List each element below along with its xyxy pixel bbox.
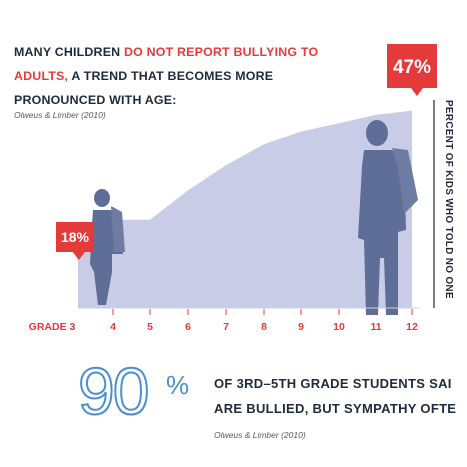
- stat-citation: Olweus & Limber (2010): [214, 430, 306, 440]
- x-tick-label: 5: [147, 321, 153, 333]
- stat-90-number: 90: [77, 354, 150, 428]
- top-citation: Olweus & Limber (2010): [14, 110, 106, 120]
- x-tick-label: 9: [298, 321, 304, 333]
- x-tick-label: 8: [261, 321, 267, 333]
- x-tick-label: 4: [110, 321, 116, 333]
- headline: MANY CHILDREN DO NOT REPORT BULLYING TO …: [14, 40, 344, 112]
- x-tick-label: 10: [333, 321, 345, 333]
- child-silhouette-small: [90, 189, 125, 305]
- callout-end: 47%: [387, 44, 437, 96]
- callout-start: 18%: [56, 222, 94, 260]
- x-tick-label: 6: [185, 321, 191, 333]
- teen-silhouette-large: [358, 120, 418, 315]
- stat-percent-sign: %: [166, 370, 190, 400]
- headline-highlight: DO NOT REPORT BULLYING TO ADULTS,: [14, 45, 319, 83]
- area-layer: [78, 110, 412, 308]
- x-tick-label: 7: [223, 321, 229, 333]
- stat-line-2: ARE BULLIED, BUT SYMPATHY OFTE: [214, 401, 457, 416]
- x-tick-label: 11: [370, 321, 381, 333]
- y-axis-label: PERCENT OF KIDS WHO TOLD NO ONE: [443, 100, 454, 299]
- x-tick-label: 12: [406, 321, 418, 333]
- callout-label: 18%: [61, 229, 90, 245]
- x-tick-label: GRADE 3: [29, 321, 76, 333]
- callouts: 18% 47%: [56, 44, 437, 260]
- area-series: [78, 110, 412, 308]
- x-ticks: GRADE 3 4 5 6 7 8 9 10 11 12: [29, 309, 418, 333]
- area-chart: GRADE 3 4 5 6 7 8 9 10 11 12 18% 47% PERCENT OF KI…: [29, 44, 454, 333]
- headline-part1: MANY CHILDREN: [14, 45, 124, 59]
- callout-label: 47%: [393, 57, 431, 78]
- stat-line-1: OF 3RD–5TH GRADE STUDENTS SAI: [214, 376, 452, 391]
- headline-part2: A TREND THAT BECOMES MORE PRONOUNCED WIT…: [14, 69, 274, 107]
